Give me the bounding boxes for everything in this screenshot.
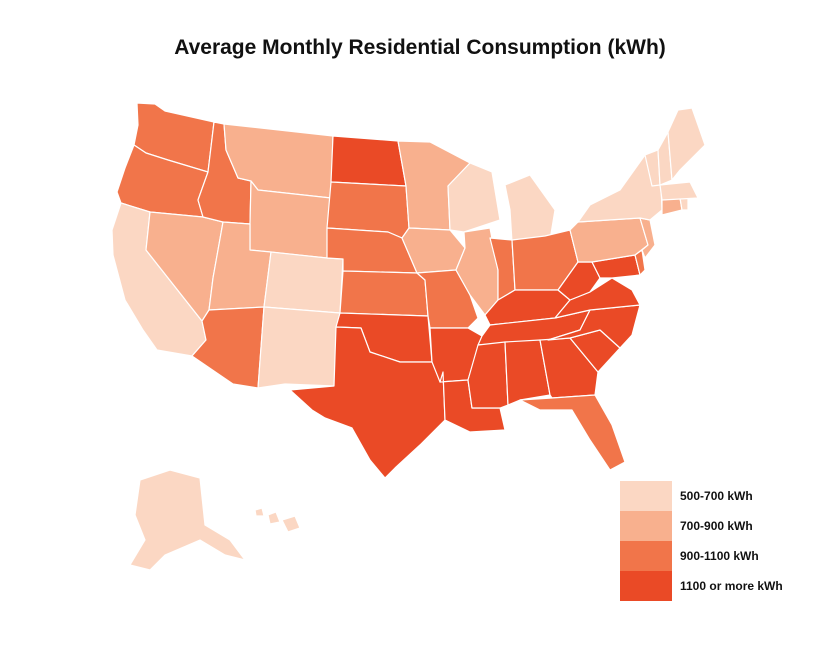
state-texas	[289, 326, 446, 479]
legend-label: 1100 or more kWh	[680, 579, 783, 593]
legend-label: 900-1100 kWh	[680, 549, 759, 563]
state-alaska	[129, 469, 246, 571]
state-north-dakota	[330, 135, 407, 187]
legend: 500-700 kWh 700-900 kWh 900-1100 kWh 110…	[620, 481, 798, 601]
legend-item: 700-900 kWh	[620, 511, 798, 541]
state-wisconsin	[447, 162, 501, 233]
legend-swatch	[620, 541, 672, 571]
legend-item: 500-700 kWh	[620, 481, 798, 511]
state-kansas	[339, 270, 429, 317]
legend-item: 1100 or more kWh	[620, 571, 798, 601]
legend-label: 700-900 kWh	[680, 519, 753, 533]
legend-swatch	[620, 511, 672, 541]
state-arizona	[191, 306, 265, 389]
legend-label: 500-700 kWh	[680, 489, 753, 503]
state-hawaii	[254, 507, 301, 533]
state-massachusetts	[659, 181, 699, 201]
state-new-mexico	[257, 306, 341, 389]
state-colorado	[263, 251, 344, 314]
state-rhode-island	[679, 197, 689, 211]
state-alabama	[504, 339, 551, 406]
state-florida	[519, 394, 626, 471]
legend-item: 900-1100 kWh	[620, 541, 798, 571]
map-title: Average Monthly Residential Consumption …	[174, 36, 666, 59]
state-north-carolina	[547, 304, 641, 349]
legend-swatch	[620, 481, 672, 511]
legend-swatch	[620, 571, 672, 601]
state-connecticut	[661, 197, 683, 216]
state-michigan	[504, 174, 556, 243]
state-maine	[667, 107, 706, 181]
